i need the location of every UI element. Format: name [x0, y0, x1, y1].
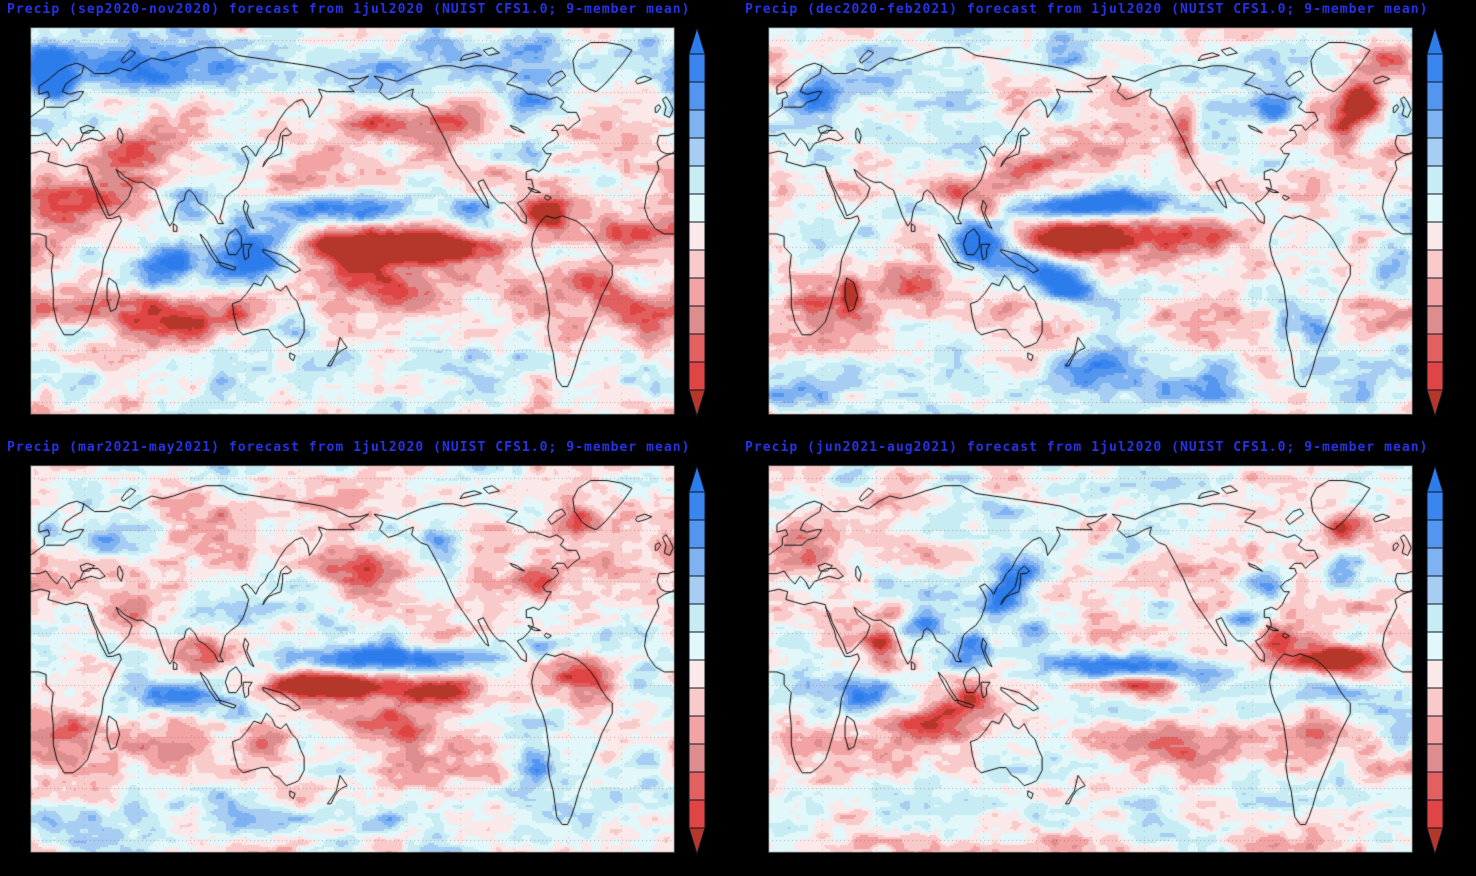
colorbar-segment: [1426, 53, 1444, 83]
panel-title-djf2021: Precip (dec2020-feb2021) forecast from 1…: [745, 2, 1429, 17]
colorbar-segment: [688, 361, 706, 391]
colorbar-segment: [688, 165, 706, 195]
colorbar-segment: [1426, 109, 1444, 139]
colorbar-segment: [1426, 575, 1444, 605]
colorbar-segment: [1426, 361, 1444, 391]
world-map-son2020: [30, 27, 675, 415]
colorbar-segment: [688, 715, 706, 745]
colorbar-segment: [688, 305, 706, 335]
colorbar-segment: [688, 249, 706, 279]
colorbar-segment: [688, 109, 706, 139]
colorbar-segment: [688, 631, 706, 661]
colorbar-segment: [688, 333, 706, 363]
colorbar-segment: [1426, 631, 1444, 661]
colorbar-segment: [1426, 687, 1444, 717]
colorbar-djf2021: [1426, 28, 1444, 418]
colorbar-segment: [1426, 333, 1444, 363]
colorbar-segment: [1426, 305, 1444, 335]
colorbar-segment: [1426, 743, 1444, 773]
colorbar-segment: [1426, 799, 1444, 829]
colorbar-segment: [688, 771, 706, 801]
colorbar-segment: [688, 799, 706, 829]
world-map-mam2021: [30, 465, 675, 853]
panel-jja2021: Precip (jun2021-aug2021) forecast from 1…: [738, 438, 1476, 876]
colorbar-segment: [1426, 193, 1444, 223]
colorbar-segment: [688, 137, 706, 167]
colorbar-arrow-up: [1426, 28, 1444, 55]
colorbar-segment: [688, 193, 706, 223]
colorbar-segment: [688, 603, 706, 633]
colorbar-segment: [1426, 519, 1444, 549]
colorbar-segment: [1426, 771, 1444, 801]
colorbar-segment: [688, 53, 706, 83]
world-map-djf2021: [768, 27, 1413, 415]
colorbar-segment: [1426, 491, 1444, 521]
panel-title-jja2021: Precip (jun2021-aug2021) forecast from 1…: [745, 440, 1429, 455]
panel-title-son2020: Precip (sep2020-nov2020) forecast from 1…: [7, 2, 691, 17]
colorbar-segment: [688, 221, 706, 251]
colorbar-segment: [688, 743, 706, 773]
colorbar-son2020: [688, 28, 706, 418]
panel-djf2021: Precip (dec2020-feb2021) forecast from 1…: [738, 0, 1476, 438]
colorbar-segment: [1426, 603, 1444, 633]
colorbar-segment: [1426, 249, 1444, 279]
colorbar-arrow-down: [1426, 827, 1444, 856]
colorbar-segment: [1426, 277, 1444, 307]
colorbar-arrow-up: [1426, 466, 1444, 493]
colorbar-segment: [688, 687, 706, 717]
colorbar-arrow-up: [688, 466, 706, 493]
colorbar-segment: [1426, 221, 1444, 251]
colorbar-segment: [1426, 715, 1444, 745]
panel-son2020: Precip (sep2020-nov2020) forecast from 1…: [0, 0, 738, 438]
colorbar-segment: [688, 575, 706, 605]
colorbar-arrow-down: [688, 827, 706, 856]
colorbar-segment: [688, 81, 706, 111]
colorbar-segment: [1426, 165, 1444, 195]
world-map-jja2021: [768, 465, 1413, 853]
colorbar-jja2021: [1426, 466, 1444, 856]
colorbar-segment: [1426, 81, 1444, 111]
panel-title-mam2021: Precip (mar2021-may2021) forecast from 1…: [7, 440, 691, 455]
colorbar-segment: [688, 277, 706, 307]
colorbar-arrow-down: [688, 389, 706, 418]
colorbar-segment: [688, 491, 706, 521]
panel-mam2021: Precip (mar2021-may2021) forecast from 1…: [0, 438, 738, 876]
colorbar-segment: [688, 659, 706, 689]
colorbar-segment: [1426, 137, 1444, 167]
colorbar-segment: [688, 519, 706, 549]
colorbar-mam2021: [688, 466, 706, 856]
colorbar-segment: [1426, 659, 1444, 689]
colorbar-segment: [1426, 547, 1444, 577]
colorbar-arrow-up: [688, 28, 706, 55]
colorbar-segment: [688, 547, 706, 577]
colorbar-arrow-down: [1426, 389, 1444, 418]
